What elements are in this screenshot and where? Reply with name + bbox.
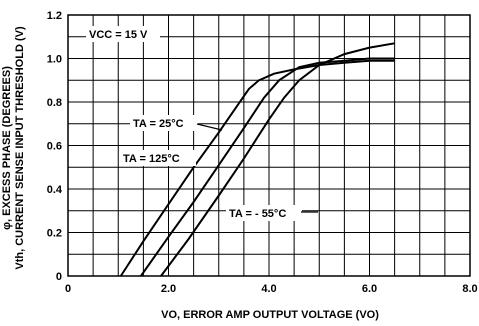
ta25-label-bg [130,115,198,131]
ta125-label-bg [120,150,196,166]
x-tick-label: 0 [65,283,71,295]
x-axis-title: VO, ERROR AMP OUTPUT VOLTAGE (VO) [161,309,379,321]
y-axis-title-line1: φ, EXCESS PHASE (DEGREES) [1,66,13,230]
x-tick-label: 6.0 [362,283,377,295]
y-tick-label: 1.0 [47,54,62,66]
y-tick-label: 0.8 [47,97,62,109]
y-axis-title-line2: Vth, CURRENT SENSE INPUT THRESHOLD (V) [14,26,26,270]
x-tick-label: 4.0 [261,283,276,295]
x-tick-label: 8.0 [462,283,477,295]
chart-curves [119,42,395,277]
vcc-annotation: VCC = 15 V [89,29,148,41]
x-tick-label: 2.0 [161,283,176,295]
series-line [119,59,395,277]
y-tick-label: 0.2 [47,228,62,240]
ta25-annotation: TA = 25°C [133,118,184,130]
ta125-annotation: TA = 125°C [123,153,180,165]
y-tick-label: 0 [56,271,62,283]
series-line [140,57,395,277]
vcc-label-bg [86,26,160,42]
chart-grid [67,14,471,277]
y-tick-label: 0.6 [47,141,62,153]
ta55-annotation: TA = - 55°C [229,208,286,220]
plot-frame [67,14,471,277]
y-tick-label: 0.4 [47,184,63,196]
chart-tick-labels: 0 2.0 4.0 6.0 8.0 0 0.2 0.4 0.6 0.8 1.0 1.2 [47,10,478,295]
series-line [160,42,395,277]
ta25-leader [196,123,223,131]
ta55-label-bg [226,205,302,221]
y-tick-label: 1.2 [47,10,62,22]
